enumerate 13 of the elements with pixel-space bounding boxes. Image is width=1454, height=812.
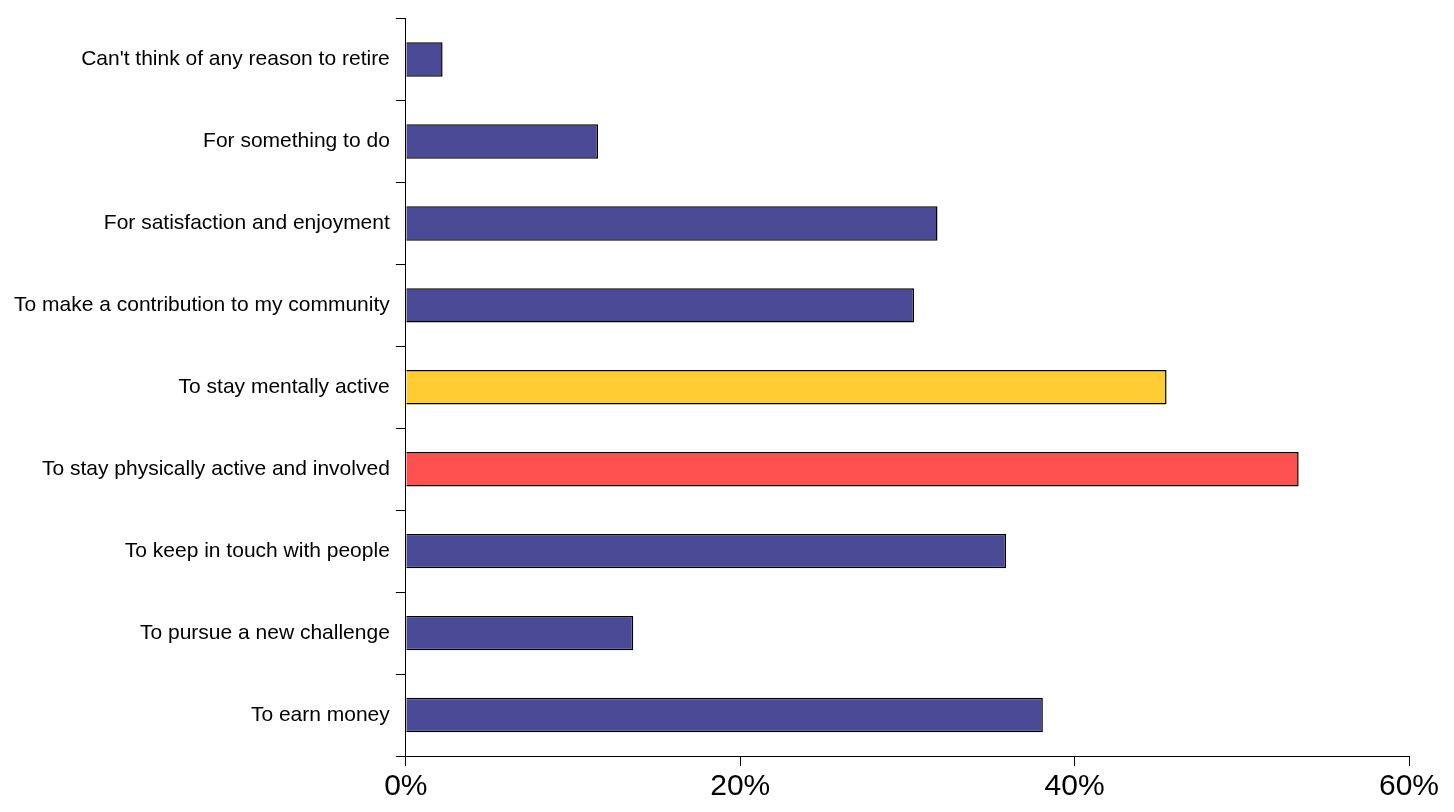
y-tick-label: To earn money: [250, 701, 391, 725]
x-tick-label: 0%: [384, 768, 428, 802]
x-tick-label: 40%: [1044, 768, 1105, 802]
x-tick-label: 20%: [710, 768, 771, 802]
y-tick-label: To keep in touch with people: [124, 537, 390, 561]
y-tick-label: Can't think of any reason to retire: [81, 46, 390, 70]
y-tick-label: For something to do: [203, 128, 390, 152]
y-tick-label: To make a contribution to my community: [13, 292, 391, 316]
y-tick-label: To stay mentally active: [178, 374, 390, 398]
x-tick-label: 60%: [1378, 768, 1440, 802]
y-tick-label: To pursue a new challenge: [139, 619, 390, 643]
y-tick-label: For satisfaction and enjoyment: [103, 210, 390, 234]
y-tick-label: To stay physically active and involved: [41, 456, 390, 480]
